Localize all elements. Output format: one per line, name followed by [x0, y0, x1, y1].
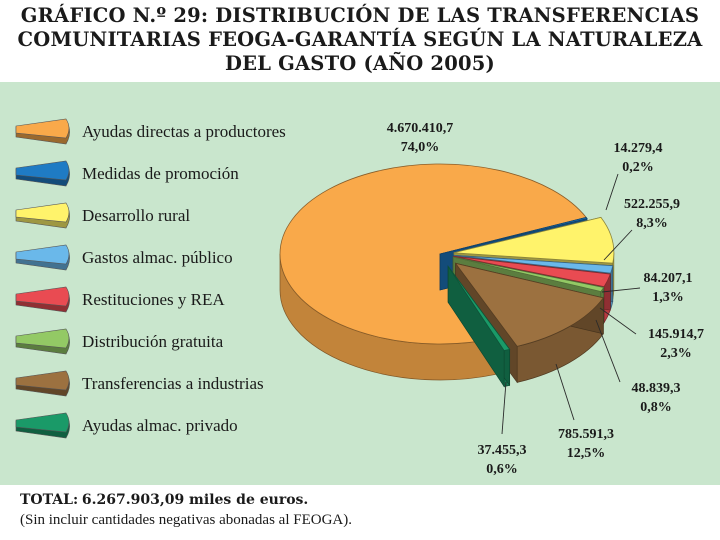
legend-item-gastos-almac-publico: Gastos almac. público — [15, 244, 233, 271]
legend-label: Transferencias a industrias — [82, 374, 264, 393]
legend-label: Ayudas directas a productores — [82, 122, 286, 141]
legend-item-medidas-de-promocion: Medidas de promoción — [15, 160, 239, 187]
legend-item-ayudas-almac-privado: Ayudas almac. privado — [15, 412, 238, 439]
slice-top — [453, 254, 614, 274]
leader-line — [601, 287, 641, 293]
data-label-percent: 0,2% — [622, 160, 654, 175]
legend-swatch — [15, 328, 70, 349]
legend-item-restituciones-y-rea: Restituciones y REA — [15, 286, 225, 313]
title-line-1: GRÁFICO N.º 29: DISTRIBUCIÓN DE LAS TRAN… — [20, 4, 700, 27]
data-label-value: 84.207,1 — [644, 271, 693, 286]
pie-slice-ayudas-almac-privado — [447, 265, 511, 388]
total-label: TOTAL: — [20, 492, 79, 508]
data-label-value: 48.839,3 — [632, 381, 681, 396]
pie-slice-ayudas-directas-a-productores — [279, 163, 587, 381]
pie-chart: Ayudas directas a productores Medidas de … — [15, 118, 704, 477]
data-label-transferencias-a-industrias: 785.591,3 12,5% — [555, 363, 614, 461]
data-label-value: 4.670.410,7 — [387, 121, 454, 136]
leader-line — [595, 319, 621, 383]
data-label-percent: 2,3% — [660, 346, 692, 361]
data-label-value: 14.279,4 — [614, 141, 663, 156]
legend-label: Distribución gratuita — [82, 332, 224, 351]
data-label-distribucion-gratuita: 48.839,3 0,8% — [595, 319, 681, 415]
data-label-percent: 0,6% — [486, 462, 518, 477]
legend-swatch — [15, 370, 70, 391]
slice-top — [452, 256, 605, 292]
data-label-percent: 74,0% — [401, 140, 440, 155]
total-line: TOTAL: 6.267.903,09 miles de euros. — [20, 490, 352, 510]
data-label-restituciones-y-rea: 145.914,7 2,3% — [599, 307, 704, 361]
slice-top — [454, 262, 605, 347]
data-label-value: 145.914,7 — [648, 327, 704, 342]
legend-swatch — [15, 286, 70, 307]
slice-top — [453, 216, 615, 264]
legend-label: Desarrollo rural — [82, 206, 190, 225]
footer: TOTAL: 6.267.903,09 miles de euros. (Sin… — [20, 490, 352, 530]
data-label-value: 522.255,9 — [624, 197, 680, 212]
slice-top — [447, 266, 511, 352]
legend-label: Medidas de promoción — [82, 164, 239, 183]
data-label-gastos-almac-publico: 84.207,1 1,3% — [601, 271, 693, 305]
data-label-value: 785.591,3 — [558, 427, 614, 442]
legend-item-desarrollo-rural: Desarrollo rural — [15, 202, 190, 229]
legend-swatch — [15, 412, 70, 433]
legend-swatch — [15, 202, 70, 223]
data-label-percent: 0,8% — [640, 400, 672, 415]
footer-note: (Sin incluir cantidades negativas abonad… — [20, 512, 352, 528]
legend-label: Gastos almac. público — [82, 248, 233, 267]
leader-line — [555, 363, 575, 421]
slice-top — [279, 163, 587, 345]
leader-line — [603, 229, 633, 261]
leader-line — [599, 307, 637, 335]
data-label-ayudas-almac-privado: 37.455,3 0,6% — [478, 381, 527, 477]
data-labels: 4.670.410,7 74,0% 14.279,4 0,2% 522.255,9 8,3… — [387, 121, 704, 477]
data-label-value: 37.455,3 — [478, 443, 527, 458]
legend-item-transferencias-a-industrias: Transferencias a industrias — [15, 370, 264, 397]
title-line-2: COMUNITARIAS FEOGA-GARANTÍA SEGÚN LA NAT… — [17, 28, 703, 51]
legend-swatch — [15, 160, 70, 181]
legend-item-distribucion-gratuita: Distribución gratuita — [15, 328, 224, 355]
pie-slices — [279, 163, 615, 388]
leader-line — [605, 173, 619, 211]
total-value: 6.267.903,09 miles de euros. — [81, 492, 309, 508]
slice-top — [439, 216, 588, 255]
data-label-ayudas-directas-a-productores: 4.670.410,7 74,0% — [387, 121, 454, 155]
data-label-percent: 8,3% — [636, 216, 668, 231]
legend-label: Ayudas almac. privado — [82, 416, 238, 435]
slice-top — [453, 255, 611, 288]
leader-line — [501, 381, 507, 435]
legend-swatch — [15, 244, 70, 265]
legend-label: Restituciones y REA — [82, 290, 225, 309]
legend-swatch — [15, 118, 70, 139]
data-label-percent: 12,5% — [567, 446, 606, 461]
legend-item-ayudas-directas-a-productores: Ayudas directas a productores — [15, 118, 286, 145]
data-label-desarrollo-rural: 522.255,9 8,3% — [603, 197, 680, 261]
chart-title: GRÁFICO N.º 29: DISTRIBUCIÓN DE LAS TRAN… — [0, 4, 720, 76]
data-label-percent: 1,3% — [652, 290, 684, 305]
data-label-medidas-de-promocion: 14.279,4 0,2% — [605, 141, 663, 211]
title-line-3: DEL GASTO (AÑO 2005) — [225, 52, 495, 75]
legend: Ayudas directas a productores Medidas de … — [15, 118, 286, 439]
